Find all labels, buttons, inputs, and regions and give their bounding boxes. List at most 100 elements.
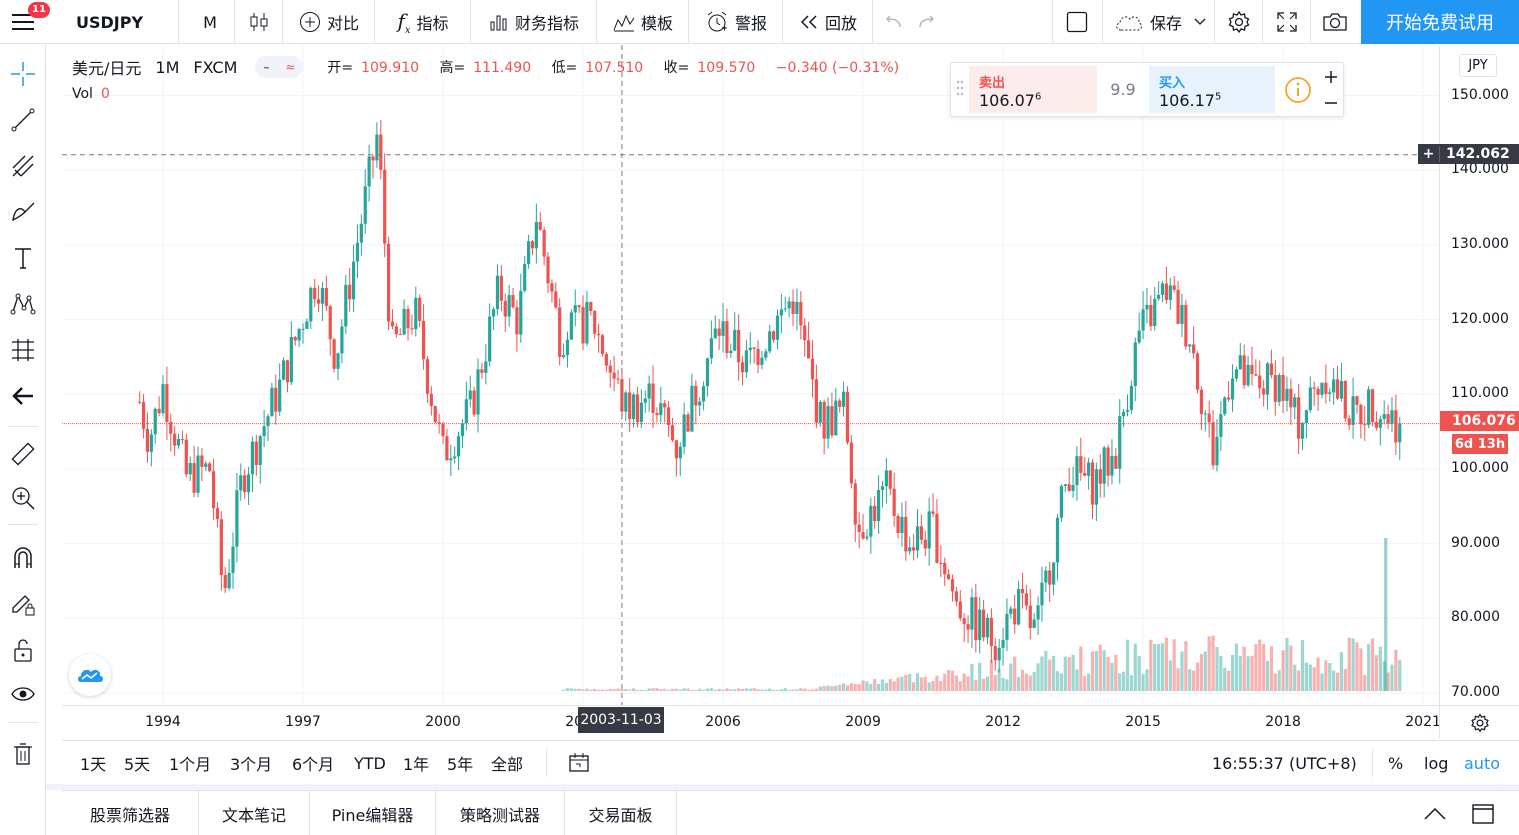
chart-logo-button[interactable] xyxy=(69,654,111,696)
collapse-panel-button[interactable] xyxy=(1420,801,1450,827)
tab-pine-editor[interactable]: Pine编辑器 xyxy=(310,791,436,835)
brush-tool[interactable] xyxy=(0,192,46,232)
range-button[interactable]: 6个月 xyxy=(292,755,335,774)
range-button[interactable]: 5年 xyxy=(447,755,474,774)
price-chart[interactable] xyxy=(62,45,1439,705)
trend-line-tool[interactable] xyxy=(0,100,46,140)
candle-body xyxy=(383,169,387,244)
legend-toggle[interactable]: – ≈ xyxy=(255,56,304,78)
fullscreen-button[interactable] xyxy=(1264,0,1310,44)
range-button[interactable]: 5天 xyxy=(124,755,151,774)
undo-button[interactable] xyxy=(876,0,910,44)
range-button[interactable]: 1年 xyxy=(403,755,430,774)
tab-stock-screener[interactable]: 股票筛选器 xyxy=(62,791,199,835)
interval-button[interactable]: M xyxy=(203,12,217,32)
main-menu-button[interactable]: 11 xyxy=(0,0,50,44)
legend-exchange[interactable]: FXCM xyxy=(193,57,238,77)
legend-interval[interactable]: 1M xyxy=(155,57,180,77)
candle-body xyxy=(1083,472,1087,476)
range-button[interactable]: 1个月 xyxy=(169,755,212,774)
text-tool[interactable] xyxy=(0,238,46,278)
replay-button[interactable]: 回放 xyxy=(784,0,872,44)
remove-drawings-tool[interactable] xyxy=(0,734,46,774)
snapshot-button[interactable] xyxy=(1312,0,1358,44)
percent-scale-toggle[interactable]: % xyxy=(1388,753,1404,773)
time-axis[interactable]: 1994199720002003200620092012201520182021… xyxy=(62,705,1441,739)
candle-body xyxy=(1242,355,1246,386)
indicators-label: 指标 xyxy=(416,14,449,33)
stay-in-drawing-mode-tool[interactable] xyxy=(0,584,46,624)
ruler-tool[interactable] xyxy=(0,434,46,474)
candle-body xyxy=(947,574,951,580)
range-button[interactable]: YTD xyxy=(354,753,386,773)
tab-trading-panel[interactable]: 交易面板 xyxy=(565,791,677,835)
pattern-tool[interactable] xyxy=(0,284,46,324)
log-scale-toggle[interactable]: log xyxy=(1424,753,1449,773)
redo-button[interactable] xyxy=(910,0,944,44)
settings-button[interactable] xyxy=(1216,0,1262,44)
range-button[interactable]: 全部 xyxy=(491,755,524,774)
crosshair-icon xyxy=(11,62,35,86)
tab-text-notes[interactable]: 文本笔记 xyxy=(199,791,310,835)
candle-body xyxy=(554,291,558,308)
pitchfork-tool[interactable] xyxy=(0,146,46,186)
add-alert-plus-icon[interactable]: + xyxy=(1418,146,1440,162)
legend-symbol-title[interactable]: 美元/日元 xyxy=(72,59,142,78)
hide-drawings-tool[interactable] xyxy=(0,674,46,714)
layout-button[interactable] xyxy=(1054,0,1100,44)
financials-button[interactable]: 财务指标 xyxy=(472,0,596,44)
candle-body xyxy=(849,442,853,484)
axis-settings-button[interactable] xyxy=(1439,705,1519,739)
volume-bar xyxy=(935,675,939,691)
candle-body xyxy=(418,297,422,321)
volume-bar xyxy=(954,675,958,691)
candle-body xyxy=(363,186,367,224)
symbol-search-button[interactable]: USDJPY xyxy=(76,12,144,32)
compare-button[interactable]: 对比 xyxy=(284,0,374,44)
volume-bar xyxy=(1005,679,1009,691)
candle-body xyxy=(1122,411,1126,417)
range-button[interactable]: 3个月 xyxy=(230,755,273,774)
sell-button[interactable]: 卖出 106.076 xyxy=(969,66,1097,113)
chart-type-button[interactable] xyxy=(236,0,282,44)
zoom-tool[interactable] xyxy=(0,478,46,518)
candle-body xyxy=(320,288,325,304)
buy-button[interactable]: 买入 106.175 xyxy=(1149,66,1275,113)
range-button[interactable]: 1天 xyxy=(80,755,107,774)
candle-body xyxy=(810,358,815,380)
prediction-tool[interactable] xyxy=(0,330,46,370)
save-button[interactable]: 保存 xyxy=(1106,0,1214,44)
plus-icon[interactable] xyxy=(1324,70,1338,84)
top-toolbar: 11 USDJPY M 对比 fx 指标 财务指标 模板 警报 回放 xyxy=(0,0,1519,44)
info-icon[interactable] xyxy=(1284,76,1312,104)
minus-icon[interactable] xyxy=(1324,96,1338,110)
alert-button[interactable]: 警报 xyxy=(690,0,782,44)
volume-bar xyxy=(1273,673,1277,691)
tab-strategy-tester[interactable]: 策略测试器 xyxy=(436,791,565,835)
currency-button[interactable]: JPY xyxy=(1459,54,1497,77)
start-free-trial-button[interactable]: 开始免费试用 xyxy=(1361,0,1519,44)
drawing-toolbar xyxy=(0,44,46,835)
goto-date-button[interactable] xyxy=(562,741,596,785)
candle-body xyxy=(379,134,383,170)
price-axis[interactable]: JPY 150.000 140.000 130.000 120.000 110.000 1… xyxy=(1418,45,1519,705)
volume-bar xyxy=(787,689,791,691)
templates-button[interactable]: 模板 xyxy=(598,0,688,44)
bar-chart-icon xyxy=(490,15,507,31)
indicators-button[interactable]: fx 指标 xyxy=(376,0,470,44)
lock-drawings-tool[interactable] xyxy=(0,630,46,670)
notification-badge: 11 xyxy=(28,2,50,18)
volume-bar xyxy=(694,689,698,691)
candle-body xyxy=(931,511,935,514)
candle-body xyxy=(1005,613,1009,640)
maximize-panel-button[interactable] xyxy=(1468,801,1498,827)
crosshair-tool[interactable] xyxy=(0,54,46,94)
volume-bar xyxy=(581,689,585,691)
drag-handle-icon[interactable] xyxy=(956,79,964,101)
volume-bar xyxy=(744,688,748,691)
magnet-tool[interactable] xyxy=(0,538,46,578)
chart-legend: 美元/日元 1M FXCM – ≈ 开= 109.910 高= 111.490 低=… xyxy=(72,54,907,80)
back-tool[interactable] xyxy=(0,376,46,416)
clock-timezone[interactable]: 16:55:37 (UTC+8) xyxy=(1212,753,1357,773)
auto-scale-toggle[interactable]: auto xyxy=(1464,753,1501,773)
